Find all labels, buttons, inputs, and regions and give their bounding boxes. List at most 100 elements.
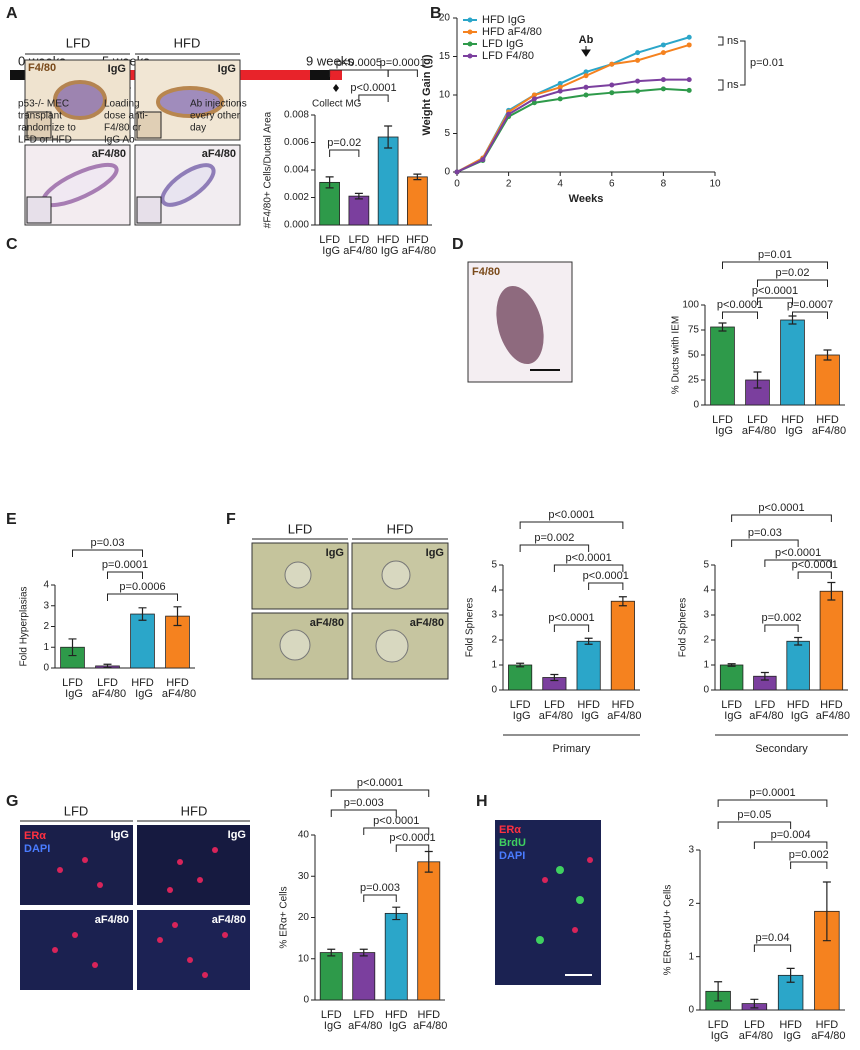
data-point: [557, 96, 563, 102]
significance-bracket: [395, 844, 430, 852]
p-value-label: p=0.0006: [119, 581, 165, 593]
p-value-label: p=0.002: [534, 532, 574, 544]
significance-bracket: [753, 944, 792, 952]
stain-label: F4/80: [472, 266, 500, 278]
timeline-event: Loading: [104, 99, 140, 110]
y-axis-label: % ERα+BrdU+ Cells: [663, 885, 674, 976]
legend-label: LFD IgG: [482, 38, 524, 50]
panel-label: B: [430, 5, 442, 22]
error-bar: [714, 981, 723, 1002]
y-axis-label: Fold Hyperplasias: [19, 586, 30, 666]
y-tick-label: 3: [688, 845, 694, 856]
micrograph-panel: LFD HFD ERα DAPI IgG IgG aF4/80 aF4/80: [20, 803, 250, 990]
significance-bracket: [330, 789, 430, 797]
column-header: LFD: [64, 803, 89, 818]
y-tick-label: 0: [303, 995, 309, 1006]
timeline-segment: [330, 70, 342, 80]
micrograph: [495, 820, 601, 985]
p-value-label: p<0.0001: [548, 612, 594, 624]
x-tick-label: LFD aF4/80: [536, 699, 573, 722]
bar: [819, 590, 844, 691]
y-tick-label: 25: [688, 375, 700, 386]
y-axis-label: % ERα+ Cells: [279, 886, 290, 948]
error-bar: [827, 581, 836, 601]
x-tick-label: HFD IgG: [779, 1019, 802, 1042]
data-point: [609, 90, 615, 96]
micrograph-panel: F4/80: [467, 261, 573, 383]
data-point: [557, 84, 563, 90]
significance-bracket: [790, 861, 828, 869]
treatment-label: IgG: [326, 547, 344, 559]
significance-bracket: [757, 297, 793, 305]
y-tick-label: 4: [491, 585, 497, 596]
x-tick-label: LFD aF4/80: [736, 1019, 773, 1042]
annotation: p=0.01: [750, 57, 784, 69]
bar: [384, 912, 408, 1001]
y-tick-label: 100: [682, 300, 699, 311]
data-point: [583, 84, 589, 90]
p-value-label: p=0.003: [344, 797, 384, 809]
p-value-label: p<0.0001: [792, 559, 838, 571]
y-tick-label: 10: [298, 953, 310, 964]
p-value-label: p=0.002: [761, 612, 801, 624]
x-tick-label: LFD IgG: [321, 1009, 342, 1032]
stain-label: F4/80: [28, 62, 56, 74]
error-bar: [753, 371, 762, 389]
y-tick-label: 0: [703, 685, 709, 696]
y-tick-label: 0.006: [284, 137, 309, 148]
sphere: [284, 561, 312, 589]
significance-bracket: [588, 582, 624, 590]
timeline-event: day: [190, 123, 206, 134]
error-bar: [618, 596, 627, 607]
bar: [815, 354, 840, 406]
p-value-label: p=0.03: [748, 527, 782, 539]
series-line: [456, 87, 690, 173]
treatment-label: IgG: [426, 547, 444, 559]
error-bar: [794, 636, 803, 646]
y-tick-label: 5: [491, 560, 497, 571]
y-tick-label: 1: [703, 660, 709, 671]
p-value-label: p=0.002: [789, 849, 829, 861]
significance-bracket: [718, 36, 724, 46]
p-value-label: p=0.02: [327, 137, 361, 149]
y-tick-label: 0.008: [284, 110, 309, 121]
p-value-label: p=0.03: [91, 537, 125, 549]
timeline-event: every other: [190, 111, 241, 122]
y-tick-label: 10: [439, 90, 451, 101]
error-bar: [392, 906, 401, 921]
inset: [26, 111, 52, 139]
data-point: [686, 42, 692, 48]
bar: [130, 613, 155, 669]
micrograph-panel: ERα BrdU DAPI: [495, 820, 601, 985]
column-header: HFD: [181, 803, 208, 818]
error-bar: [103, 663, 112, 669]
x-tick-label: LFD aF4/80: [89, 677, 126, 700]
x-tick-label: 8: [661, 179, 667, 190]
inset: [136, 196, 162, 224]
series-line: [456, 78, 690, 173]
inset: [26, 196, 52, 224]
p-value-label: p=0.0001: [380, 57, 426, 69]
y-tick-label: 3: [491, 610, 497, 621]
bar: [319, 952, 343, 1001]
data-point: [531, 100, 537, 106]
micrograph: [137, 825, 250, 905]
y-tick-label: 1: [688, 951, 694, 962]
p-value-label: p=0.05: [737, 809, 771, 821]
y-tick-label: 1: [491, 660, 497, 671]
data-point: [506, 111, 512, 117]
x-tick-label: LFD aF4/80: [340, 234, 377, 257]
significance-bracket: [731, 539, 799, 547]
stain-label: DAPI: [24, 843, 50, 855]
y-tick-label: 0.004: [284, 165, 309, 176]
significance-bracket: [717, 821, 792, 829]
treatment-label: aF4/80: [212, 914, 246, 926]
data-point: [686, 87, 692, 93]
bar: [348, 195, 370, 226]
bar: [352, 952, 376, 1001]
y-tick-label: 3: [703, 610, 709, 621]
legend-swatch: [467, 41, 473, 47]
bar: [576, 640, 601, 691]
nuclei: [536, 857, 593, 944]
bar: [407, 176, 428, 226]
